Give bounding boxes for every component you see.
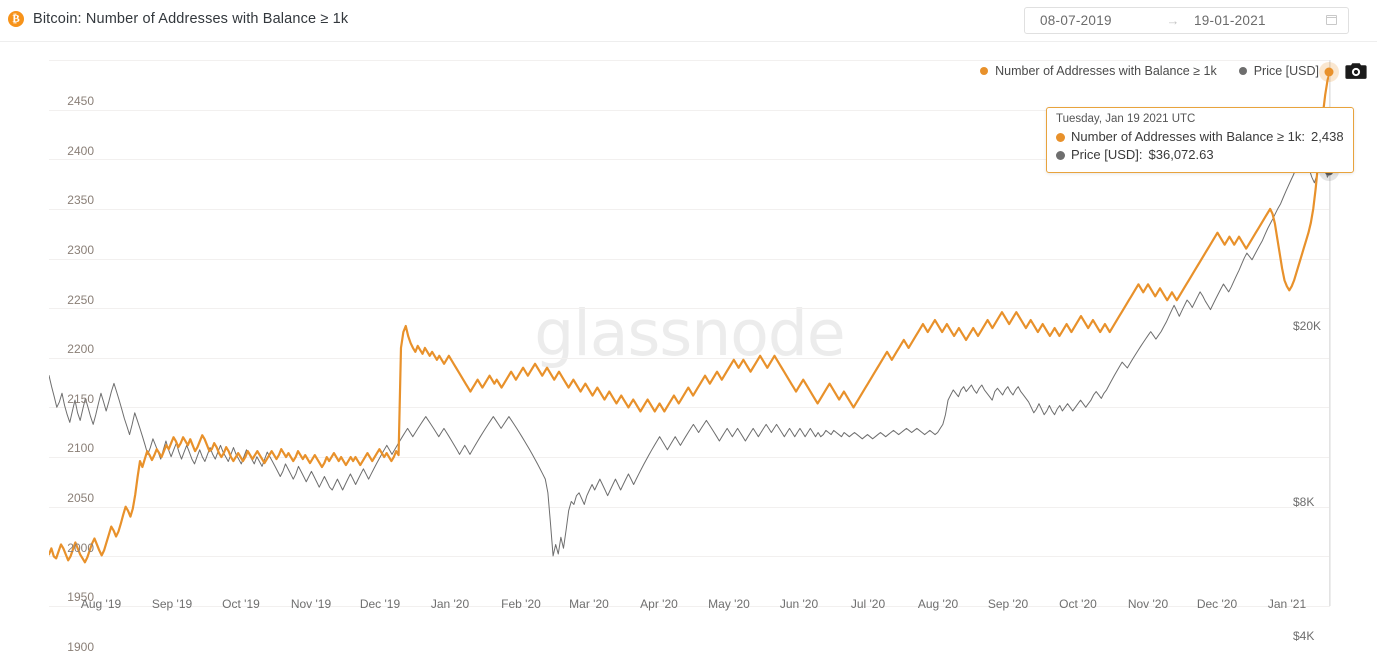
tooltip-label-addresses: Number of Addresses with Balance ≥ 1k: xyxy=(1071,129,1306,144)
x-axis-tick: Nov '20 xyxy=(1127,597,1169,611)
tooltip-label-price: Price [USD]: xyxy=(1071,147,1143,163)
x-axis-tick: Dec '20 xyxy=(1196,597,1238,611)
date-range-picker[interactable]: 08-07-2019 → 19-01-2021 xyxy=(1024,7,1349,34)
x-axis-tick: Oct '19 xyxy=(222,597,260,611)
bitcoin-icon: ₿ xyxy=(8,11,24,27)
y-axis-left-tick: 2250 xyxy=(67,292,94,307)
y-axis-left-tick: 2050 xyxy=(67,491,94,506)
gridline xyxy=(49,506,1330,508)
app-header: ₿ Bitcoin: Number of Addresses with Bala… xyxy=(0,0,1377,42)
x-axis-tick: Jan '21 xyxy=(1267,597,1307,611)
chart-area[interactable]: glassnode 2450 2400 2350 2300 2250 2200 2150 21… xyxy=(0,41,1377,654)
camera-icon[interactable] xyxy=(1345,62,1367,80)
x-axis-tick: Sep '19 xyxy=(151,597,193,611)
legend-dot-addresses xyxy=(980,67,989,75)
x-axis-tick: Mar '20 xyxy=(569,597,609,611)
y-axis-left-tick: 2000 xyxy=(67,540,94,555)
y-axis-left-tick: 1900 xyxy=(67,640,94,654)
gridline xyxy=(49,159,1330,161)
x-axis-tick: Feb '20 xyxy=(501,597,541,611)
x-axis-tick: Aug '20 xyxy=(917,597,959,611)
gridline xyxy=(49,258,1330,260)
y-axis-left-tick: 2200 xyxy=(67,342,94,357)
y-axis-left-tick: 2400 xyxy=(67,143,94,158)
x-axis-tick: Jul '20 xyxy=(850,597,886,611)
right-axis-line xyxy=(1330,60,1331,606)
crosshair-line xyxy=(1329,60,1330,606)
y-axis-right-tick: $8K xyxy=(1293,495,1315,510)
y-axis-right-tick: $20K xyxy=(1293,319,1322,333)
legend-label-addresses: Number of Addresses with Balance ≥ 1k xyxy=(995,64,1217,78)
marker-dot-addresses[interactable] xyxy=(1324,67,1334,77)
chart-legend: Number of Addresses with Balance ≥ 1k Pr… xyxy=(980,64,1319,78)
gridline xyxy=(49,606,1330,607)
x-axis-tick: Sep '20 xyxy=(987,597,1029,611)
x-axis-tick: Apr '20 xyxy=(640,597,678,611)
x-axis-tick: Nov '19 xyxy=(290,597,332,611)
y-axis-left-tick: 2450 xyxy=(67,94,94,108)
title-group: ₿ Bitcoin: Number of Addresses with Bala… xyxy=(8,11,348,27)
y-axis-left-tick: 1950 xyxy=(67,590,94,605)
y-axis-left-tick: 2150 xyxy=(67,391,94,406)
y-axis-left-tick: 2100 xyxy=(67,441,94,456)
chart-tooltip: Tuesday, Jan 19 2021 UTC Number of Addre… xyxy=(1046,107,1354,173)
tooltip-row-addresses: Number of Addresses with Balance ≥ 1k: 2… xyxy=(1056,128,1344,146)
tooltip-value-addresses: 2,438 xyxy=(1311,129,1344,144)
series-paths xyxy=(49,70,1330,564)
gridline xyxy=(49,457,1330,459)
gridline xyxy=(49,308,1330,310)
gridline xyxy=(49,357,1330,359)
x-axis-tick: Oct '20 xyxy=(1059,597,1097,611)
x-axis-tick: May '20 xyxy=(708,597,750,611)
y-axis-right-tick: $4K xyxy=(1293,629,1315,643)
tooltip-value-price: $36,072.63 xyxy=(1148,147,1214,163)
price-line xyxy=(49,148,1330,557)
legend-dot-price xyxy=(1238,67,1247,75)
date-range-start[interactable]: 08-07-2019 xyxy=(1040,13,1112,28)
legend-label-price: Price [USD] xyxy=(1253,64,1319,78)
tooltip-date: Tuesday, Jan 19 2021 UTC xyxy=(1056,113,1196,125)
date-range-arrow: → xyxy=(1166,13,1180,28)
y-axis-left-tick: 2350 xyxy=(67,193,94,208)
gridline xyxy=(49,60,1330,61)
gridline xyxy=(49,556,1330,558)
x-axis-tick: Jan '20 xyxy=(430,597,470,611)
page-title: Bitcoin: Number of Addresses with Balanc… xyxy=(33,11,349,27)
addresses-line xyxy=(49,70,1330,564)
tooltip-dot-price xyxy=(1056,151,1065,161)
date-range-end[interactable]: 19-01-2021 xyxy=(1194,13,1266,28)
y-axis-left-tick: 2300 xyxy=(67,242,94,257)
x-axis-tick: Jun '20 xyxy=(779,597,819,611)
tooltip-row-price: Price [USD]: $36,072.63 xyxy=(1056,146,1344,164)
legend-item-addresses[interactable]: Number of Addresses with Balance ≥ 1k xyxy=(980,64,1217,78)
tooltip-dot-addresses xyxy=(1056,132,1065,142)
legend-item-price[interactable]: Price [USD] xyxy=(1238,64,1319,78)
gridline xyxy=(49,407,1330,409)
x-axis-tick: Dec '19 xyxy=(359,597,401,611)
gridline xyxy=(49,208,1330,210)
gridline xyxy=(49,109,1330,111)
calendar-icon[interactable] xyxy=(1326,14,1339,27)
x-axis-tick: Aug '19 xyxy=(80,597,122,611)
